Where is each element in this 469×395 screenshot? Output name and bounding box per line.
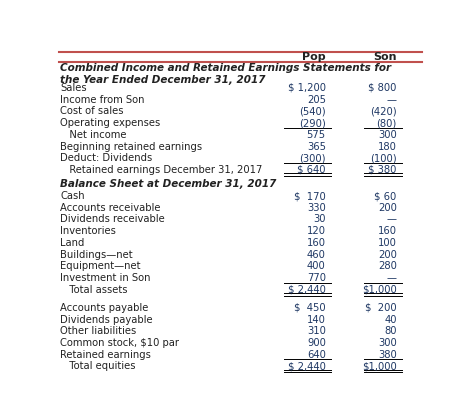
Text: Pop: Pop: [302, 52, 326, 62]
Text: Dividends receivable: Dividends receivable: [61, 214, 165, 224]
Text: 205: 205: [307, 95, 326, 105]
Text: $  450: $ 450: [294, 303, 326, 313]
Text: Cash: Cash: [61, 191, 85, 201]
Text: 80: 80: [384, 326, 397, 336]
Text: $1,000: $1,000: [362, 285, 397, 295]
Text: (540): (540): [299, 106, 326, 117]
Text: 770: 770: [307, 273, 326, 283]
Text: 200: 200: [378, 250, 397, 260]
Text: Other liabilities: Other liabilities: [61, 326, 136, 336]
Text: Retained earnings: Retained earnings: [61, 350, 151, 360]
Text: Investment in Son: Investment in Son: [61, 273, 151, 283]
Text: Common stock, $10 par: Common stock, $10 par: [61, 338, 180, 348]
Text: Accounts receivable: Accounts receivable: [61, 203, 161, 213]
Text: 180: 180: [378, 141, 397, 152]
Text: (300): (300): [299, 153, 326, 163]
Text: —: —: [386, 95, 397, 105]
Text: 575: 575: [307, 130, 326, 140]
Text: $ 60: $ 60: [374, 191, 397, 201]
Text: Beginning retained earnings: Beginning retained earnings: [61, 141, 203, 152]
Text: (80): (80): [377, 118, 397, 128]
Text: Son: Son: [373, 52, 397, 62]
Text: 330: 330: [307, 203, 326, 213]
Text: Buildings—net: Buildings—net: [61, 250, 133, 260]
Text: 365: 365: [307, 141, 326, 152]
Text: 160: 160: [307, 238, 326, 248]
Text: —: —: [386, 214, 397, 224]
Text: 280: 280: [378, 261, 397, 271]
Text: 380: 380: [378, 350, 397, 360]
Text: —: —: [386, 273, 397, 283]
Text: 640: 640: [307, 350, 326, 360]
Text: Net income: Net income: [61, 130, 127, 140]
Text: $  170: $ 170: [294, 191, 326, 201]
Text: $ 2,440: $ 2,440: [288, 361, 326, 371]
Text: 300: 300: [378, 130, 397, 140]
Text: (100): (100): [370, 153, 397, 163]
Text: $ 800: $ 800: [368, 83, 397, 93]
Text: 300: 300: [378, 338, 397, 348]
Text: Retained earnings December 31, 2017: Retained earnings December 31, 2017: [61, 165, 263, 175]
Text: Deduct: Dividends: Deduct: Dividends: [61, 153, 153, 163]
Text: Sales: Sales: [61, 83, 87, 93]
Text: $ 380: $ 380: [368, 165, 397, 175]
Text: $1,000: $1,000: [362, 361, 397, 371]
Text: 160: 160: [378, 226, 397, 236]
Text: $  200: $ 200: [365, 303, 397, 313]
Text: Equipment—net: Equipment—net: [61, 261, 141, 271]
Text: Land: Land: [61, 238, 85, 248]
Text: 460: 460: [307, 250, 326, 260]
Text: Total assets: Total assets: [61, 285, 128, 295]
Text: 200: 200: [378, 203, 397, 213]
Text: (290): (290): [299, 118, 326, 128]
Text: $ 640: $ 640: [297, 165, 326, 175]
Text: Total equities: Total equities: [61, 361, 136, 371]
Text: $ 1,200: $ 1,200: [288, 83, 326, 93]
Text: $ 2,440: $ 2,440: [288, 285, 326, 295]
Text: Combined Income and Retained Earnings Statements for
the Year Ended December 31,: Combined Income and Retained Earnings St…: [61, 63, 392, 85]
Text: 40: 40: [384, 314, 397, 325]
Text: Income from Son: Income from Son: [61, 95, 145, 105]
Text: Balance Sheet at December 31, 2017: Balance Sheet at December 31, 2017: [61, 179, 277, 189]
Text: 310: 310: [307, 326, 326, 336]
Text: Accounts payable: Accounts payable: [61, 303, 149, 313]
Text: Operating expenses: Operating expenses: [61, 118, 161, 128]
Text: 900: 900: [307, 338, 326, 348]
Text: (420): (420): [370, 106, 397, 117]
Text: 140: 140: [307, 314, 326, 325]
Text: 30: 30: [313, 214, 326, 224]
Text: Cost of sales: Cost of sales: [61, 106, 124, 117]
Text: 100: 100: [378, 238, 397, 248]
Text: Inventories: Inventories: [61, 226, 116, 236]
Text: 400: 400: [307, 261, 326, 271]
Text: 120: 120: [307, 226, 326, 236]
Text: Dividends payable: Dividends payable: [61, 314, 153, 325]
